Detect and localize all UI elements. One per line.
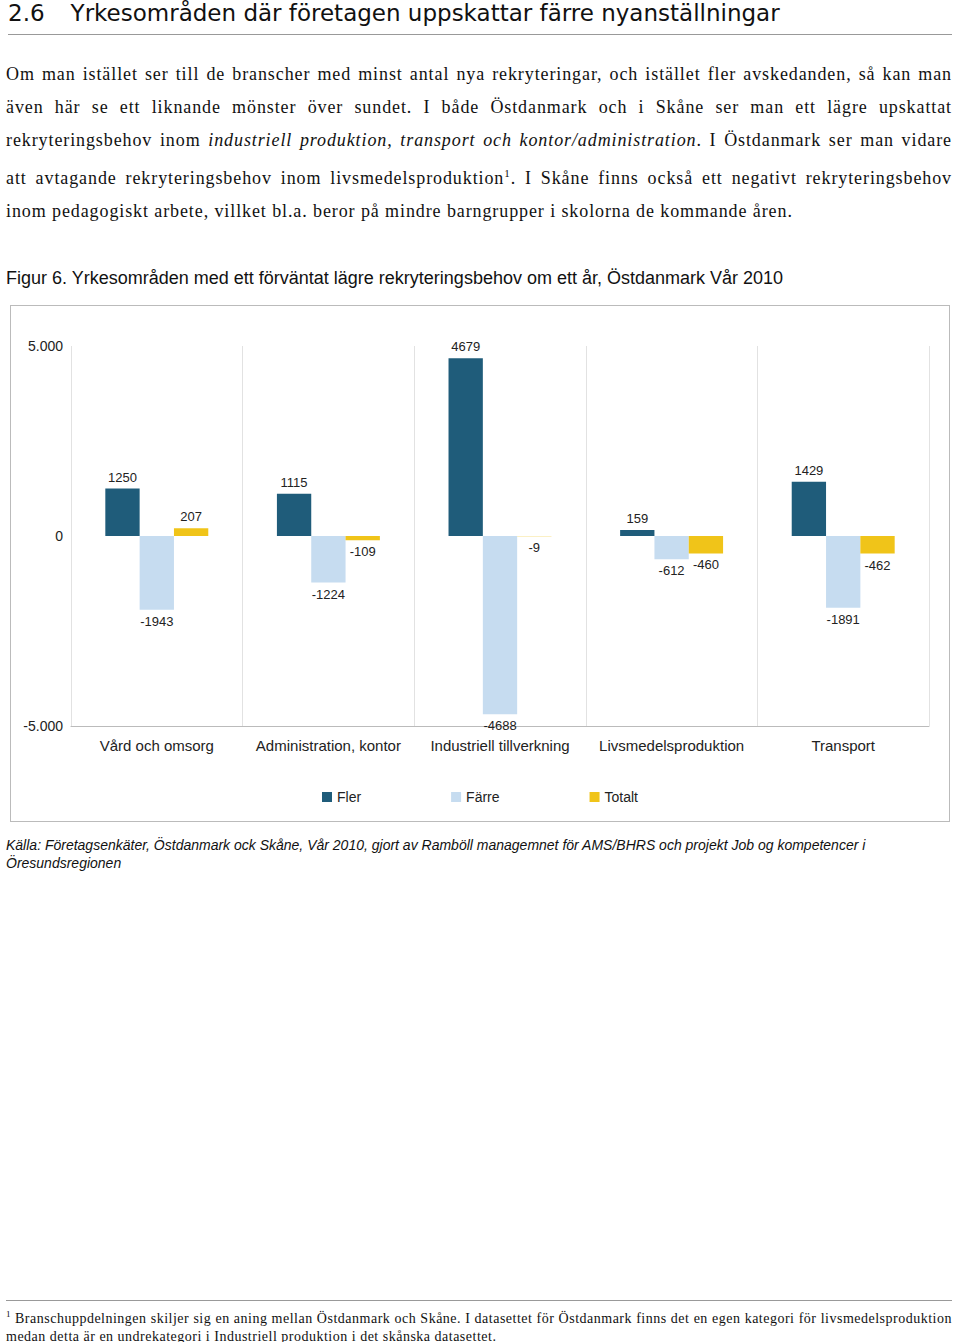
html-text:1: 1 — [6, 1309, 11, 1319]
svg-text:1115: 1115 — [281, 475, 308, 490]
html-text:Yrkesområden där företagen upp: Yrkesområden där företagen uppskattar fä… — [70, 0, 780, 26]
svg-text:0: 0 — [55, 528, 63, 544]
html-text:Källa: Företagsenkäter, Östdan: Källa: Företagsenkäter, Östdanmark ock S… — [6, 837, 866, 871]
html-text:Figur 6. Yrkesområden med ett: Figur 6. Yrkesområden med ett förväntat … — [6, 268, 783, 288]
svg-text:Industriell tillverkning: Industriell tillverkning — [430, 737, 569, 754]
svg-text:1250: 1250 — [108, 470, 137, 485]
svg-text:Transport: Transport — [811, 737, 875, 754]
svg-text:-1943: -1943 — [140, 614, 173, 629]
svg-text:-462: -462 — [865, 558, 891, 573]
svg-text:1429: 1429 — [794, 463, 823, 478]
svg-text:-5.000: -5.000 — [23, 718, 63, 734]
svg-text:Livsmedelsproduktion: Livsmedelsproduktion — [599, 737, 744, 754]
svg-text:-4688: -4688 — [483, 718, 516, 733]
svg-text:159: 159 — [626, 511, 648, 526]
svg-text:Vård och omsorg: Vård och omsorg — [100, 737, 214, 754]
svg-text:-9: -9 — [529, 540, 541, 555]
svg-text:-1891: -1891 — [827, 612, 860, 627]
html-text:2.6: 2.6 — [8, 0, 45, 26]
svg-text:-1224: -1224 — [312, 587, 345, 602]
svg-text:-612: -612 — [659, 563, 685, 578]
svg-text:Färre: Färre — [466, 789, 500, 805]
svg-text:-109: -109 — [350, 544, 376, 559]
svg-text:Totalt: Totalt — [605, 789, 639, 805]
svg-text:5.000: 5.000 — [28, 338, 63, 354]
html-text:Om man istället ser till de br: Om man istället ser till de branscher me… — [6, 64, 952, 221]
svg-text:Fler: Fler — [337, 789, 361, 805]
svg-text:Administration, kontor: Administration, kontor — [256, 737, 401, 754]
svg-text:4679: 4679 — [451, 339, 480, 354]
svg-text:207: 207 — [180, 509, 202, 524]
svg-text:-460: -460 — [693, 557, 719, 572]
